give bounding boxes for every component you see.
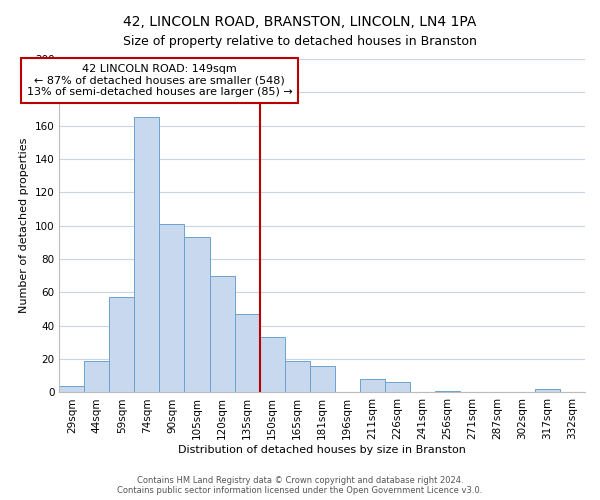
Bar: [360, 379, 385, 392]
Text: Contains HM Land Registry data © Crown copyright and database right 2024.
Contai: Contains HM Land Registry data © Crown c…: [118, 476, 482, 495]
Bar: [109, 298, 134, 392]
Text: 42, LINCOLN ROAD, BRANSTON, LINCOLN, LN4 1PA: 42, LINCOLN ROAD, BRANSTON, LINCOLN, LN4…: [124, 15, 476, 29]
Y-axis label: Number of detached properties: Number of detached properties: [19, 138, 29, 314]
Bar: [385, 382, 410, 392]
Bar: [310, 366, 335, 392]
Bar: [209, 276, 235, 392]
X-axis label: Distribution of detached houses by size in Branston: Distribution of detached houses by size …: [178, 445, 466, 455]
Bar: [184, 238, 209, 392]
Bar: [260, 338, 284, 392]
Bar: [435, 391, 460, 392]
Bar: [535, 389, 560, 392]
Bar: [160, 224, 184, 392]
Bar: [134, 118, 160, 392]
Text: 42 LINCOLN ROAD: 149sqm
← 87% of detached houses are smaller (548)
13% of semi-d: 42 LINCOLN ROAD: 149sqm ← 87% of detache…: [26, 64, 292, 97]
Text: Size of property relative to detached houses in Branston: Size of property relative to detached ho…: [123, 35, 477, 48]
Bar: [85, 361, 109, 392]
Bar: [235, 314, 260, 392]
Bar: [59, 386, 85, 392]
Bar: [284, 361, 310, 392]
